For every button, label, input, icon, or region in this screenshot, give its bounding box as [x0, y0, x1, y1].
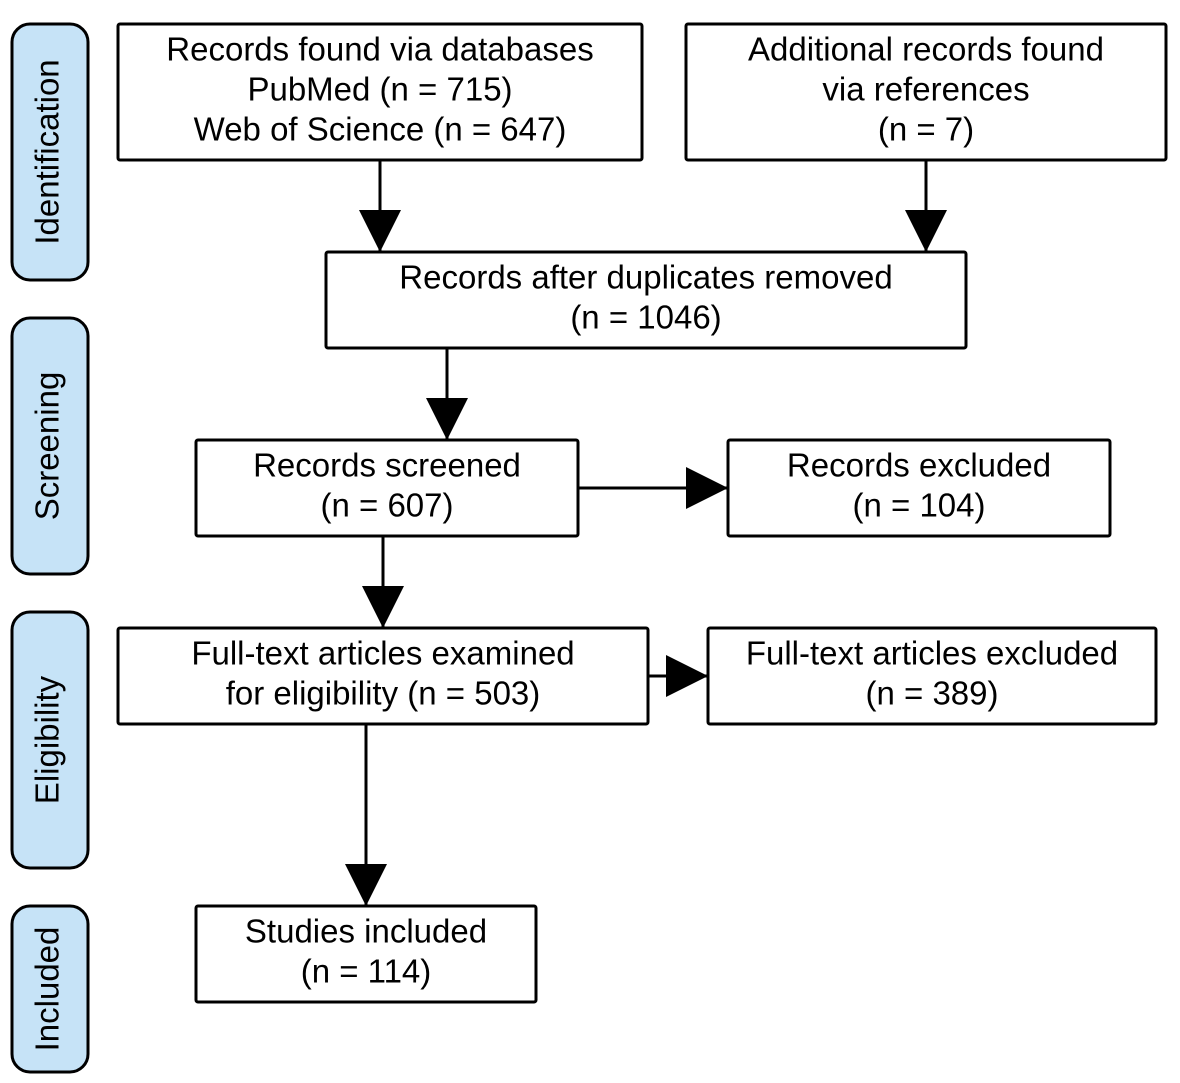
node-refs-line0: Additional records found [748, 31, 1104, 68]
node-refs-line1: via references [822, 71, 1029, 108]
stage-label-included: Included [29, 927, 66, 1052]
node-excl1-line0: Records excluded [787, 447, 1051, 484]
stage-label-eligibility: Eligibility [29, 675, 66, 804]
node-excl2-line0: Full-text articles excluded [746, 635, 1118, 672]
node-refs-line2: (n = 7) [878, 111, 974, 148]
node-excl2-line1: (n = 389) [866, 675, 999, 712]
node-db-line1: PubMed (n = 715) [247, 71, 512, 108]
node-fulltext-line0: Full-text articles examined [191, 635, 574, 672]
node-dedup-line1: (n = 1046) [570, 299, 721, 336]
node-included-line1: (n = 114) [301, 953, 432, 990]
stage-label-identification: Identification [29, 59, 66, 244]
node-fulltext-line1: for eligibility (n = 503) [226, 675, 541, 712]
prisma-flowchart: Identification Screening Eligibility Includ… [0, 0, 1180, 1083]
node-db-line2: Web of Science (n = 647) [194, 111, 567, 148]
node-dedup-line0: Records after duplicates removed [399, 259, 892, 296]
node-included-line0: Studies included [245, 913, 487, 950]
node-screened-line1: (n = 607) [321, 487, 454, 524]
node-db-line0: Records found via databases [166, 31, 593, 68]
stage-label-screening: Screening [29, 372, 66, 521]
node-screened-line0: Records screened [253, 447, 521, 484]
node-excl1-line1: (n = 104) [853, 487, 986, 524]
